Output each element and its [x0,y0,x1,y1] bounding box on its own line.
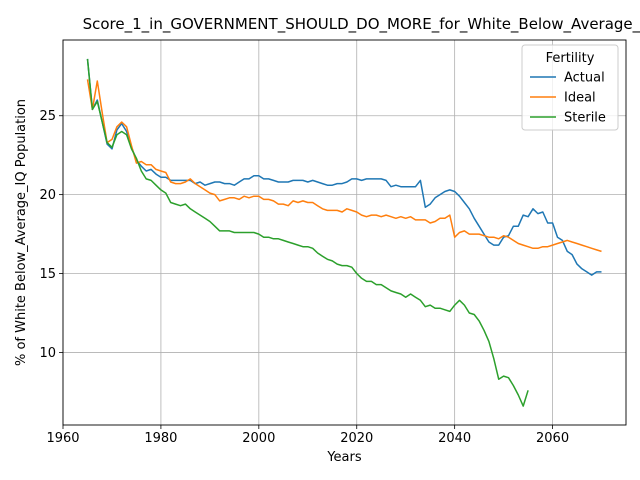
x-tick-label: 2040 [438,431,471,446]
legend-title: Fertility [546,51,595,66]
x-tick-label: 1980 [144,431,177,446]
series-line-actual [86,58,602,276]
x-tick-label: 2020 [340,431,373,446]
x-tick-label: 2000 [242,431,275,446]
legend-label-actual: Actual [564,71,605,86]
series-line-sterile [86,58,529,407]
x-axis-label: Years [326,450,362,465]
series-line-ideal [86,79,602,253]
legend-label-sterile: Sterile [564,111,606,126]
y-tick-label: 10 [39,346,56,361]
y-tick-label: 15 [39,267,56,282]
axis-ticks: 1960 1980 2000 2020 2040 2060 10 15 20 25 [39,109,569,446]
chart-title: Score_1_in_GOVERNMENT_SHOULD_DO_MORE_for… [83,15,640,34]
series-lines [86,58,602,407]
y-tick-label: 25 [39,109,56,124]
legend-box [521,44,619,131]
x-tick-label: 2060 [536,431,569,446]
legend: Fertility Actual Ideal Sterile [521,44,619,131]
legend-label-ideal: Ideal [564,91,596,106]
y-tick-label: 20 [39,188,56,203]
plot-frame [62,39,627,426]
x-tick-label: 1960 [46,431,79,446]
y-axis-label: % of White Below_Average_IQ Population [14,99,29,366]
